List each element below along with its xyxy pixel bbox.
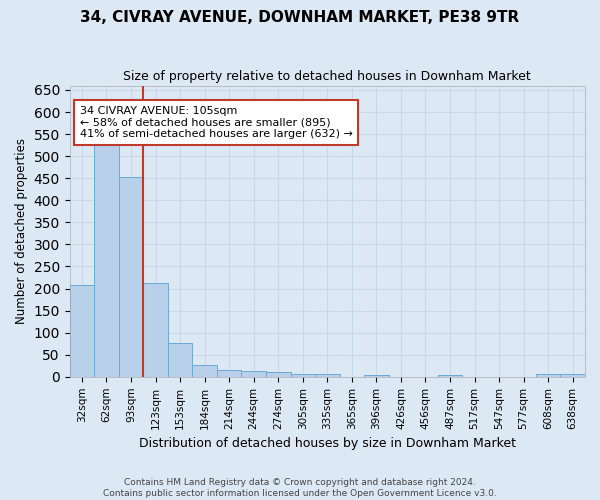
Bar: [241, 371, 266, 377]
Title: Size of property relative to detached houses in Downham Market: Size of property relative to detached ho…: [124, 70, 531, 83]
Bar: [143, 283, 168, 377]
Bar: [217, 370, 241, 377]
X-axis label: Distribution of detached houses by size in Downham Market: Distribution of detached houses by size …: [139, 437, 516, 450]
Bar: [315, 374, 340, 377]
Bar: [364, 374, 389, 377]
Bar: [119, 178, 143, 377]
Bar: [266, 372, 290, 377]
Bar: [290, 374, 315, 377]
Text: Contains HM Land Registry data © Crown copyright and database right 2024.
Contai: Contains HM Land Registry data © Crown c…: [103, 478, 497, 498]
Bar: [94, 143, 119, 377]
Bar: [438, 375, 462, 377]
Bar: [193, 365, 217, 377]
Bar: [70, 284, 94, 377]
Bar: [168, 344, 193, 377]
Bar: [560, 374, 585, 377]
Text: 34 CIVRAY AVENUE: 105sqm
← 58% of detached houses are smaller (895)
41% of semi-: 34 CIVRAY AVENUE: 105sqm ← 58% of detach…: [80, 106, 353, 139]
Bar: [536, 374, 560, 377]
Text: 34, CIVRAY AVENUE, DOWNHAM MARKET, PE38 9TR: 34, CIVRAY AVENUE, DOWNHAM MARKET, PE38 …: [80, 10, 520, 25]
Y-axis label: Number of detached properties: Number of detached properties: [15, 138, 28, 324]
